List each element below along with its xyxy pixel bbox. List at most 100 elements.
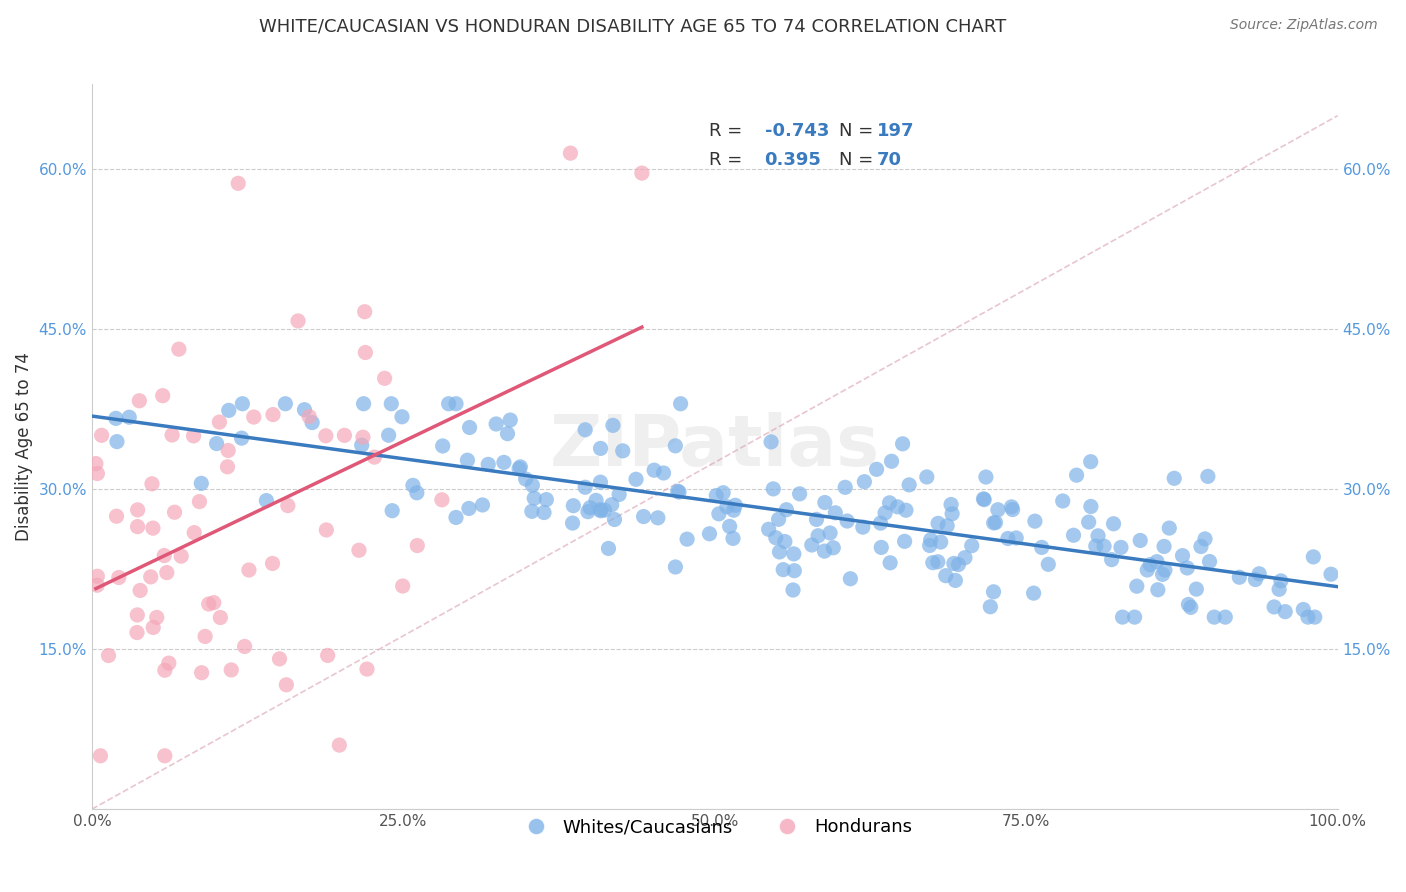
Whites/Caucasians (664, 439, 686, 453)
Whites/Caucasians (647, 511, 669, 525)
Whites/Caucasians (598, 541, 620, 556)
Whites/Caucasians (444, 397, 467, 411)
Whites/Caucasians (515, 472, 537, 486)
Whites/Caucasians (666, 484, 689, 499)
Hondurans (167, 342, 190, 356)
Whites/Caucasians (869, 516, 891, 530)
Whites/Caucasians (1175, 561, 1198, 575)
Whites/Caucasians (800, 538, 823, 552)
Whites/Caucasians (758, 522, 780, 536)
Whites/Caucasians (983, 516, 1005, 530)
Whites/Caucasians (1000, 500, 1022, 514)
Hondurans (127, 519, 149, 533)
Whites/Caucasians (818, 525, 841, 540)
Whites/Caucasians (894, 503, 917, 517)
Whites/Caucasians (1177, 598, 1199, 612)
Hondurans (276, 678, 298, 692)
Text: 0.395: 0.395 (765, 151, 821, 169)
Whites/Caucasians (1302, 549, 1324, 564)
Hondurans (374, 371, 396, 385)
Hondurans (287, 314, 309, 328)
Whites/Caucasians (1198, 554, 1220, 568)
Text: WHITE/CAUCASIAN VS HONDURAN DISABILITY AGE 65 TO 74 CORRELATION CHART: WHITE/CAUCASIAN VS HONDURAN DISABILITY A… (259, 18, 1007, 36)
Whites/Caucasians (1292, 602, 1315, 616)
Hondurans (208, 415, 231, 429)
Whites/Caucasians (458, 501, 481, 516)
Hondurans (153, 549, 176, 563)
Whites/Caucasians (915, 470, 938, 484)
Whites/Caucasians (496, 426, 519, 441)
Hondurans (316, 648, 339, 663)
Whites/Caucasians (1005, 531, 1028, 545)
Whites/Caucasians (939, 498, 962, 512)
Whites/Caucasians (522, 478, 544, 492)
Hondurans (86, 569, 108, 583)
Whites/Caucasians (1126, 579, 1149, 593)
Whites/Caucasians (1189, 540, 1212, 554)
Whites/Caucasians (973, 492, 995, 507)
Whites/Caucasians (612, 443, 634, 458)
Hondurans (190, 665, 212, 680)
Whites/Caucasians (1084, 539, 1107, 553)
Text: ZIPatlas: ZIPatlas (550, 412, 880, 481)
Whites/Caucasians (942, 557, 965, 571)
Whites/Caucasians (880, 454, 903, 468)
Whites/Caucasians (997, 532, 1019, 546)
Hondurans (219, 663, 242, 677)
Whites/Caucasians (1296, 610, 1319, 624)
Whites/Caucasians (972, 491, 994, 506)
Whites/Caucasians (402, 478, 425, 492)
Whites/Caucasians (536, 492, 558, 507)
Whites/Caucasians (886, 500, 908, 514)
Whites/Caucasians (879, 496, 901, 510)
Whites/Caucasians (927, 555, 949, 569)
Whites/Caucasians (893, 534, 915, 549)
Text: R =: R = (709, 151, 754, 169)
Hondurans (347, 543, 370, 558)
Whites/Caucasians (1087, 529, 1109, 543)
Whites/Caucasians (813, 544, 835, 558)
Whites/Caucasians (759, 434, 782, 449)
Whites/Caucasians (205, 436, 228, 450)
Hondurans (363, 450, 385, 464)
Whites/Caucasians (724, 498, 747, 512)
Whites/Caucasians (1024, 514, 1046, 528)
Whites/Caucasians (1146, 582, 1168, 597)
Whites/Caucasians (1185, 582, 1208, 596)
Whites/Caucasians (807, 529, 830, 543)
Whites/Caucasians (105, 434, 128, 449)
Whites/Caucasians (509, 459, 531, 474)
Hondurans (170, 549, 193, 563)
Whites/Caucasians (927, 516, 949, 531)
Whites/Caucasians (444, 510, 467, 524)
Hondurans (142, 620, 165, 634)
Whites/Caucasians (602, 418, 624, 433)
Whites/Caucasians (891, 437, 914, 451)
Hondurans (142, 521, 165, 535)
Whites/Caucasians (437, 397, 460, 411)
Whites/Caucasians (1146, 555, 1168, 569)
Whites/Caucasians (979, 599, 1001, 614)
Hondurans (226, 177, 249, 191)
Whites/Caucasians (1022, 586, 1045, 600)
Whites/Caucasians (585, 493, 607, 508)
Whites/Caucasians (789, 487, 811, 501)
Whites/Caucasians (806, 512, 828, 526)
Whites/Caucasians (471, 498, 494, 512)
Whites/Caucasians (118, 410, 141, 425)
Whites/Caucasians (1038, 558, 1060, 572)
Whites/Caucasians (765, 531, 787, 545)
Whites/Caucasians (721, 532, 744, 546)
Whites/Caucasians (254, 493, 277, 508)
Hondurans (238, 563, 260, 577)
Whites/Caucasians (768, 545, 790, 559)
Whites/Caucasians (921, 556, 943, 570)
Whites/Caucasians (231, 431, 253, 445)
Whites/Caucasians (941, 507, 963, 521)
Whites/Caucasians (918, 539, 941, 553)
Whites/Caucasians (562, 499, 585, 513)
Whites/Caucasians (1136, 563, 1159, 577)
Hondurans (202, 596, 225, 610)
Whites/Caucasians (381, 504, 404, 518)
Hondurans (194, 629, 217, 643)
